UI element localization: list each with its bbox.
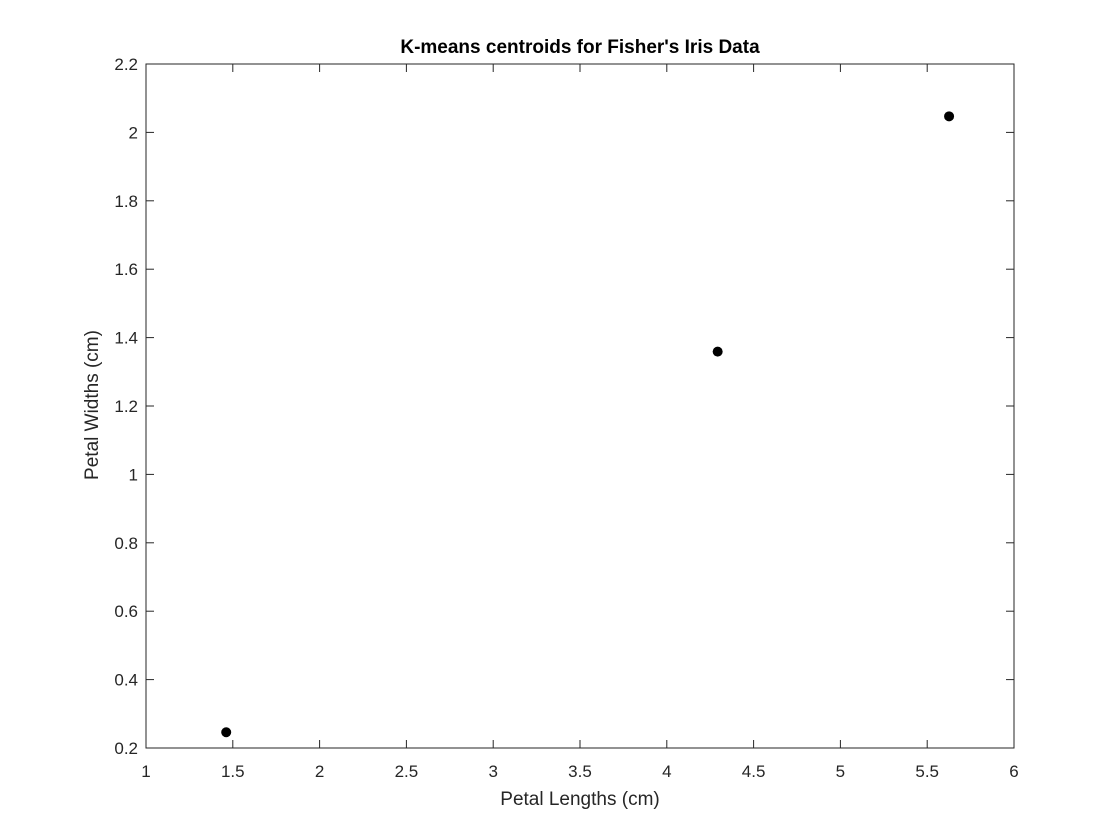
y-tick-label: 1.4 bbox=[114, 329, 138, 348]
x-tick-label: 6 bbox=[1009, 762, 1018, 781]
x-axis-label: Petal Lengths (cm) bbox=[500, 789, 659, 810]
y-axis-ticks: 0.2 0.4 0.6 0.8 1 1.2 1.4 1.6 1.8 2 2.2 bbox=[114, 55, 1014, 758]
x-tick-label: 1 bbox=[141, 762, 150, 781]
y-tick-label: 0.8 bbox=[114, 534, 138, 553]
centroid-point bbox=[712, 346, 723, 357]
y-tick-label: 1 bbox=[129, 465, 138, 484]
y-tick-label: 0.6 bbox=[114, 602, 138, 621]
y-tick-label: 2 bbox=[129, 123, 138, 142]
y-tick-label: 1.6 bbox=[114, 260, 138, 279]
x-tick-label: 5 bbox=[836, 762, 845, 781]
x-tick-label: 1.5 bbox=[221, 762, 245, 781]
x-tick-label: 4.5 bbox=[742, 762, 766, 781]
centroid-point bbox=[221, 727, 232, 738]
plot-area bbox=[145, 63, 1015, 749]
x-tick-label: 3.5 bbox=[568, 762, 592, 781]
y-axis-label: Petal Widths (cm) bbox=[82, 330, 103, 480]
x-axis-ticks: 1 1.5 2 2.5 3 3.5 4 4.5 5 5.5 6 bbox=[141, 64, 1019, 781]
y-tick-label: 2.2 bbox=[114, 55, 138, 74]
y-tick-label: 0.4 bbox=[114, 671, 138, 690]
x-tick-label: 3 bbox=[488, 762, 497, 781]
y-tick-label: 0.2 bbox=[114, 739, 138, 758]
x-tick-label: 2.5 bbox=[395, 762, 419, 781]
chart-title: K-means centroids for Fisher's Iris Data bbox=[400, 37, 760, 58]
x-tick-label: 5.5 bbox=[915, 762, 939, 781]
data-points bbox=[221, 111, 955, 738]
x-tick-label: 2 bbox=[315, 762, 324, 781]
x-tick-label: 4 bbox=[662, 762, 671, 781]
y-tick-label: 1.2 bbox=[114, 397, 138, 416]
y-tick-label: 1.8 bbox=[114, 192, 138, 211]
centroid-point bbox=[944, 111, 955, 122]
